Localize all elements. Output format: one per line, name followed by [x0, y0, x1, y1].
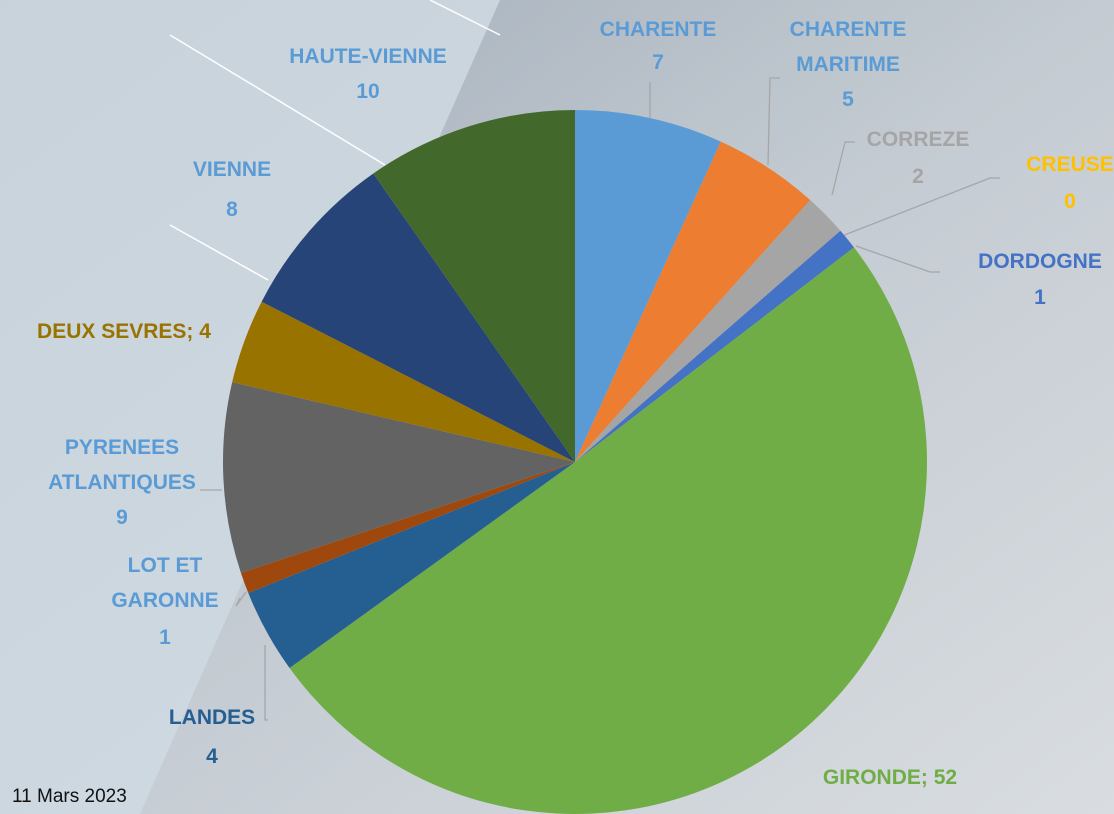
data-label: GIRONDE; 52 — [822, 766, 958, 789]
decor-line — [169, 224, 269, 281]
category-label: PYRENEES ATLANTIQUES — [48, 436, 196, 494]
pie-slice — [373, 110, 575, 462]
category-label: CHARENTE MARITIME — [789, 18, 907, 76]
pie-slice — [240, 462, 575, 593]
category-label: VIENNE — [192, 158, 272, 181]
data-label: 2 — [912, 165, 924, 188]
leader-lines — [200, 77, 1000, 721]
pie-slice — [261, 173, 575, 462]
category-label: CREUSE — [1026, 153, 1114, 176]
pie-slice — [575, 200, 841, 462]
decor-line — [169, 34, 386, 166]
pie-slice — [248, 462, 576, 669]
data-label: 5 — [842, 88, 854, 111]
date-annotation: 11 Mars 2023 — [12, 786, 127, 807]
category-label: CHARENTE — [599, 18, 717, 41]
data-label: 7 — [652, 51, 664, 74]
category-label: LANDES — [168, 706, 256, 729]
data-label: 9 — [116, 506, 128, 529]
data-label: 8 — [226, 198, 238, 221]
data-label: 4 — [206, 745, 218, 768]
pie-slice — [232, 301, 575, 462]
category-label: CORREZE — [866, 128, 970, 151]
data-label: 1 — [159, 626, 171, 649]
pie-slice — [289, 247, 927, 814]
data-label: DEUX SEVRES; 4 — [37, 320, 211, 343]
category-label: DORDOGNE — [978, 250, 1102, 273]
category-label: LOT ET GARONNE — [111, 554, 219, 612]
pie-slice — [575, 110, 721, 462]
pie-slice — [223, 382, 575, 573]
pie-slice — [575, 230, 854, 462]
pie-slice — [575, 141, 811, 462]
data-label: 10 — [356, 80, 380, 103]
category-label: HAUTE-VIENNE — [289, 45, 447, 68]
data-label: 1 — [1034, 286, 1046, 309]
data-label: 0 — [1064, 190, 1076, 213]
decor-line — [429, 0, 501, 36]
